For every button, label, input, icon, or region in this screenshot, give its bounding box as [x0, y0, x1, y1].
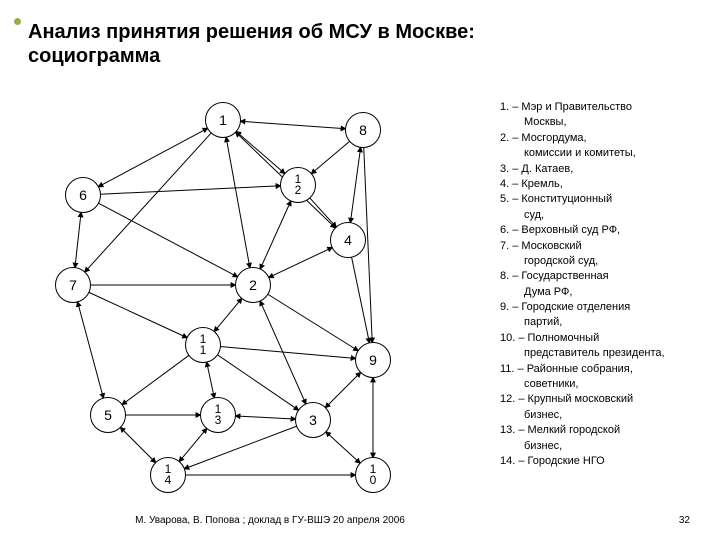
edge: [220, 346, 356, 358]
edge: [240, 121, 346, 129]
node-2: 2: [235, 267, 271, 303]
edge: [309, 198, 336, 228]
node-1: 1: [205, 102, 241, 138]
legend-line: 14. – Городские НГО: [500, 454, 700, 469]
legend-item: 12. – Крупный московскийбизнес,: [500, 392, 700, 423]
legend-line: 12. – Крупный московский: [500, 392, 700, 407]
legend-line: представитель президента,: [500, 346, 700, 361]
legend-line: 8. – Государственная: [500, 269, 700, 284]
node-8: 8: [345, 112, 381, 148]
legend-line: бизнес,: [500, 408, 700, 423]
sociogram-graph: 1812647211951331410: [28, 90, 428, 490]
edge: [207, 362, 215, 399]
node-7: 7: [55, 267, 91, 303]
edge: [88, 292, 187, 338]
edge: [351, 257, 369, 344]
footer-text: М. Уварова, В. Попова ; доклад в ГУ-ВШЭ …: [100, 515, 440, 526]
legend-line: 7. – Московский: [500, 239, 700, 254]
node-12: 12: [280, 167, 316, 203]
edge: [84, 133, 211, 273]
edge: [98, 203, 238, 277]
node-14: 14: [150, 457, 186, 493]
node-3: 3: [295, 402, 331, 438]
slide-bullet: [14, 18, 21, 25]
legend-line: бизнес,: [500, 439, 700, 454]
legend-line: 9. – Городские отделения: [500, 300, 700, 315]
legend-item: 10. – Полномочныйпредставитель президент…: [500, 331, 700, 362]
page-number: 32: [679, 515, 690, 526]
slide-title: Анализ принятия решения об МСУ в Москве:…: [28, 20, 475, 68]
legend-line: 3. – Д. Катаев,: [500, 162, 700, 177]
edge: [350, 147, 360, 223]
legend-line: городской суд,: [500, 254, 700, 269]
legend-item: 4. – Кремль,: [500, 177, 700, 192]
legend-line: советники,: [500, 377, 700, 392]
edge: [235, 416, 296, 419]
legend-line: 13. – Мелкий городской: [500, 423, 700, 438]
edge: [179, 428, 207, 462]
legend-line: партий,: [500, 315, 700, 330]
edge: [236, 131, 285, 174]
node-10: 10: [355, 457, 391, 493]
edge: [260, 201, 291, 270]
edge: [326, 431, 361, 463]
legend-item: 6. – Верховный суд РФ,: [500, 223, 700, 238]
edge: [120, 427, 156, 463]
edge: [268, 247, 332, 277]
node-9: 9: [355, 342, 391, 378]
legend-item: 9. – Городские отделенияпартий,: [500, 300, 700, 331]
edge: [214, 298, 242, 332]
edge: [311, 141, 350, 174]
node-6: 6: [65, 177, 101, 213]
legend-line: Москвы,: [500, 115, 700, 130]
legend-line: 2. – Мосгордума,: [500, 131, 700, 146]
node-13: 13: [200, 397, 236, 433]
legend-line: 6. – Верховный суд РФ,: [500, 223, 700, 238]
node-11: 11: [185, 327, 221, 363]
legend-item: 14. – Городские НГО: [500, 454, 700, 469]
edge: [100, 186, 281, 194]
legend-line: комиссии и комитеты,: [500, 146, 700, 161]
edge: [77, 301, 103, 398]
legend-item: 1. – Мэр и ПравительствоМосквы,: [500, 100, 700, 131]
legend-item: 5. – Конституционныйсуд,: [500, 192, 700, 223]
edge: [98, 128, 208, 187]
title-line-2: социограмма: [28, 44, 475, 68]
edge: [325, 372, 361, 408]
legend-item: 2. – Мосгордума,комиссии и комитеты,: [500, 131, 700, 162]
legend-item: 8. – ГосударственнаяДума РФ,: [500, 269, 700, 300]
legend-item: 3. – Д. Катаев,: [500, 162, 700, 177]
legend-item: 11. – Районные собрания,советники,: [500, 362, 700, 393]
node-4: 4: [330, 222, 366, 258]
node-5: 5: [90, 397, 126, 433]
edge: [267, 294, 358, 351]
legend-line: суд,: [500, 208, 700, 223]
legend-line: 1. – Мэр и Правительство: [500, 100, 700, 115]
edge: [184, 426, 297, 469]
legend-line: 11. – Районные собрания,: [500, 362, 700, 377]
legend-item: 13. – Мелкий городскойбизнес,: [500, 423, 700, 454]
legend-line: 5. – Конституционный: [500, 192, 700, 207]
edge: [226, 137, 250, 269]
legend-item: 7. – Московскийгородской суд,: [500, 239, 700, 270]
edge: [122, 355, 190, 405]
edge: [75, 212, 81, 268]
title-line-1: Анализ принятия решения об МСУ в Москве:: [28, 20, 475, 44]
legend: 1. – Мэр и ПравительствоМосквы,2. – Мосг…: [500, 100, 700, 469]
legend-line: Дума РФ,: [500, 285, 700, 300]
legend-line: 10. – Полномочный: [500, 331, 700, 346]
legend-line: 4. – Кремль,: [500, 177, 700, 192]
